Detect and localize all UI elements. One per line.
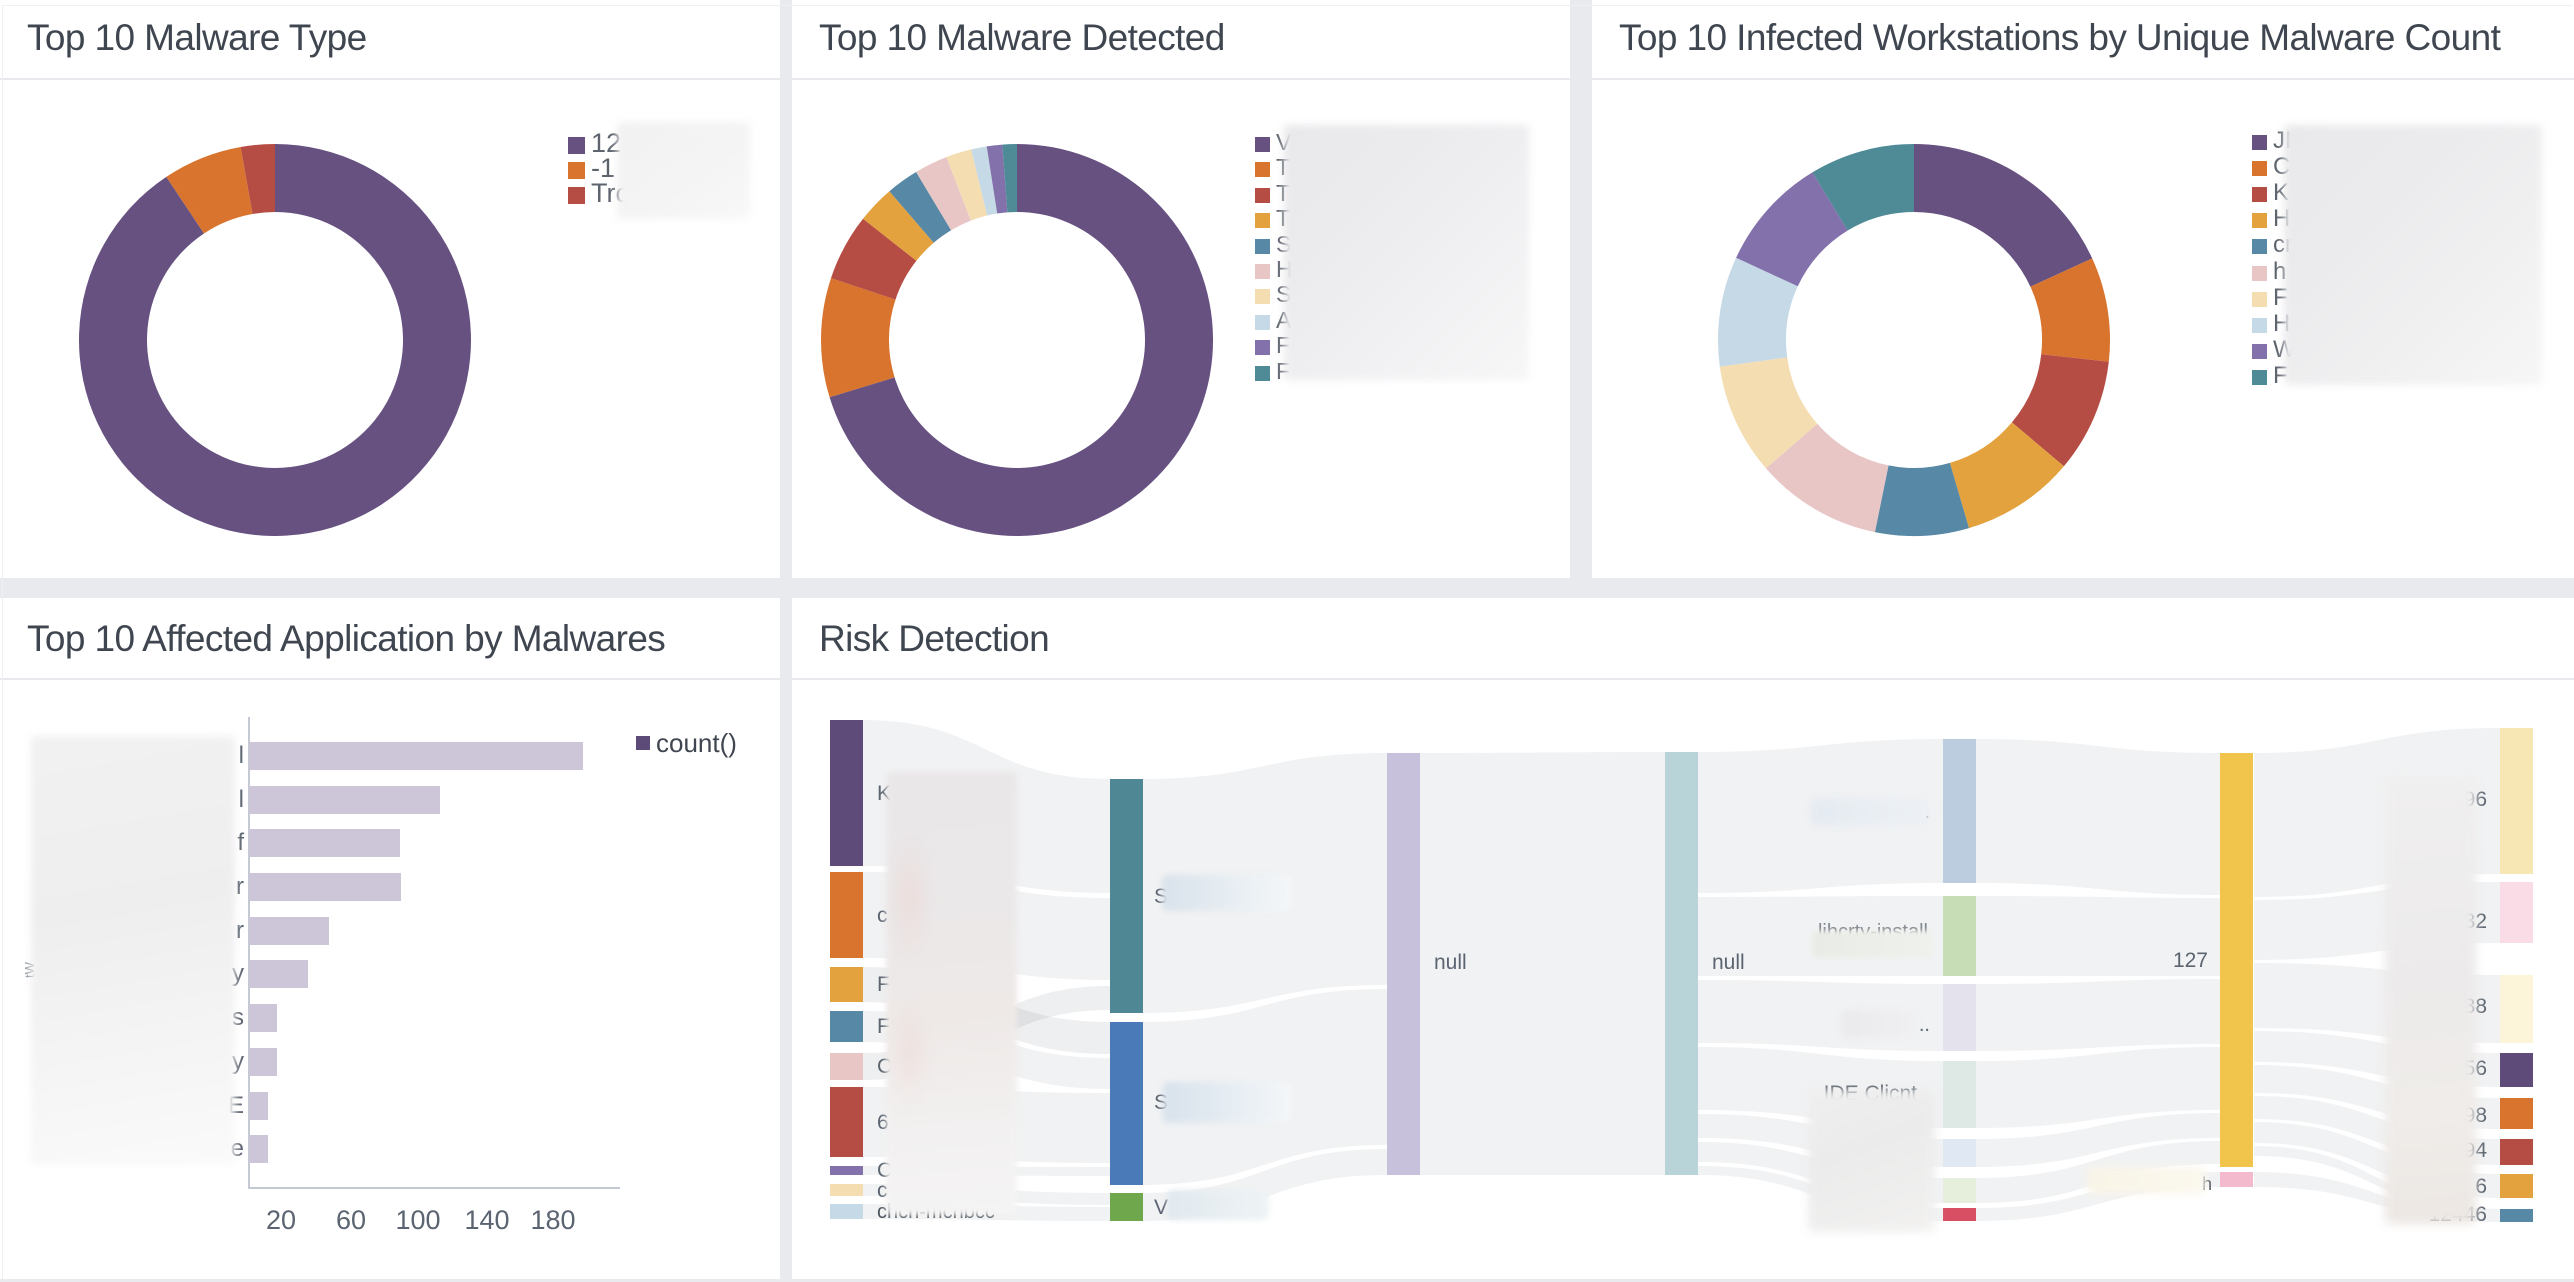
svg-text:127: 127 xyxy=(2173,949,2208,972)
svg-text:c: c xyxy=(877,1179,888,1202)
svg-text:null: null xyxy=(1712,951,1745,974)
svg-text:h: h xyxy=(2202,1174,2212,1194)
svg-text:c: c xyxy=(877,904,888,927)
svg-text:null: null xyxy=(1434,951,1467,974)
svg-text:..: .. xyxy=(1919,1014,1930,1036)
svg-text:6: 6 xyxy=(877,1111,889,1134)
svg-text:6: 6 xyxy=(2475,1175,2487,1198)
svg-text:V: V xyxy=(1154,1196,1168,1219)
